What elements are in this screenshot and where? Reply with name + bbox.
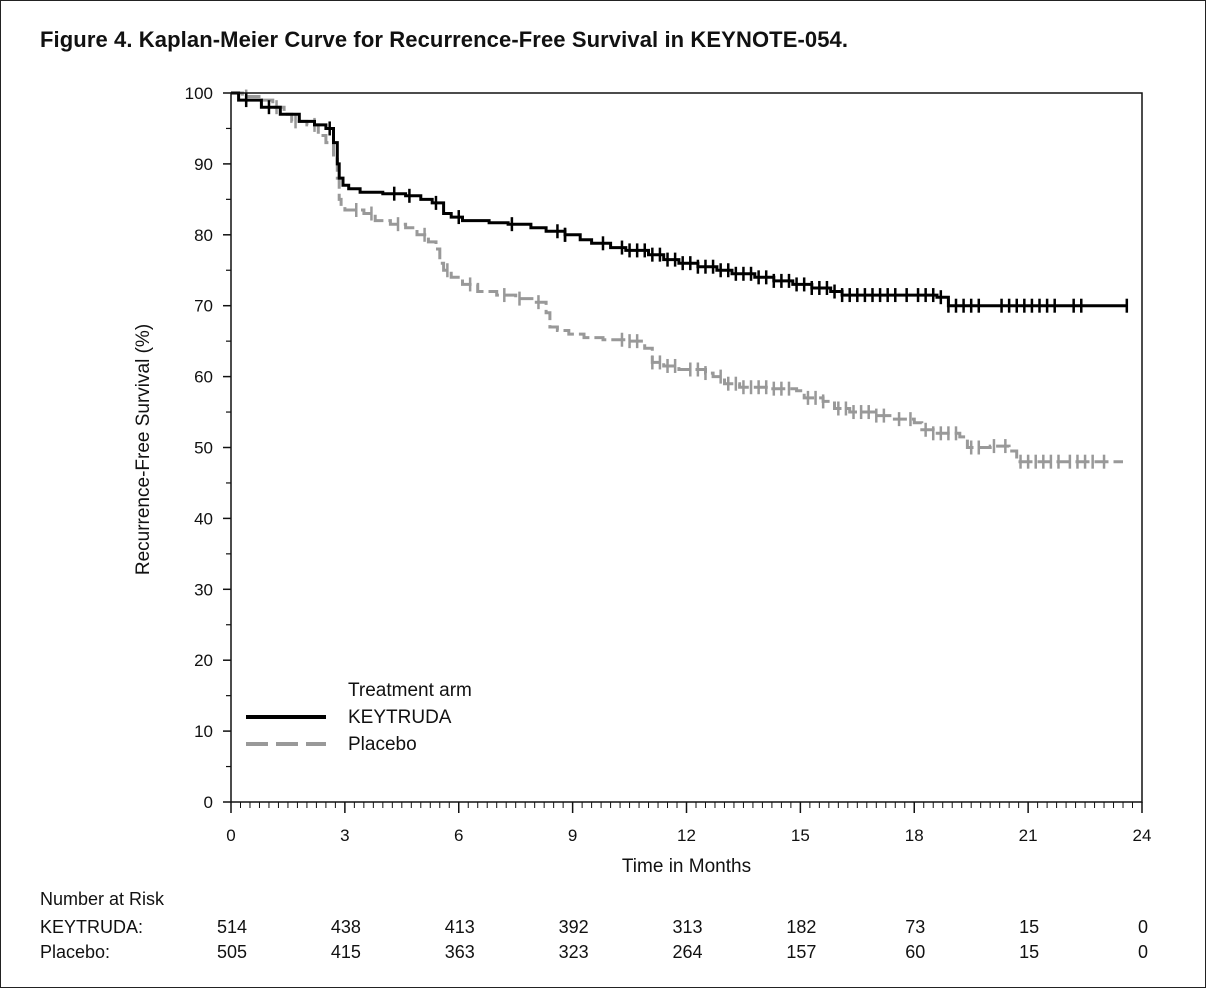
figure-title: Figure 4. Kaplan-Meier Curve for Recurre…: [40, 27, 849, 52]
legend: Treatment arm KEYTRUDA Placebo: [246, 680, 472, 755]
y-tick-label-4: 40: [194, 509, 213, 528]
risk-value-placebo-0: 505: [217, 942, 247, 962]
x-tick-label-8: 24: [1133, 826, 1152, 845]
y-tick-label-2: 20: [194, 651, 213, 670]
y-tick-label-5: 50: [194, 439, 213, 458]
risk-value-keytruda-4: 313: [672, 917, 702, 937]
risk-value-placebo-8: 0: [1138, 942, 1148, 962]
number-at-risk-table: Number at Risk KEYTRUDA: Placebo: 514 438…: [40, 889, 1148, 962]
y-tick-label-10: 100: [185, 84, 213, 103]
y-axis-title: Recurrence-Free Survival (%): [133, 324, 154, 575]
y-tick-label-3: 30: [194, 580, 213, 599]
survival-curves: [231, 89, 1129, 469]
legend-label-placebo: Placebo: [348, 734, 417, 755]
risk-value-placebo-3: 323: [559, 942, 589, 962]
risk-value-placebo-7: 15: [1019, 942, 1039, 962]
x-axis-title: Time in Months: [622, 856, 751, 877]
x-tick-label-6: 18: [905, 826, 924, 845]
risk-value-placebo-1: 415: [331, 942, 361, 962]
x-tick-label-0: 0: [226, 826, 235, 845]
series-line-placebo: [231, 91, 1123, 464]
x-tick-label-2: 6: [454, 826, 463, 845]
x-tick-label-1: 3: [340, 826, 349, 845]
axes: 0 10 20 30 40 50 60 70 80 90 100 0 3 6 9 12 15 18 21 24 Time…: [133, 84, 1151, 877]
risk-value-keytruda-3: 392: [559, 917, 589, 937]
risk-value-keytruda-8: 0: [1138, 917, 1148, 937]
risk-row-label-placebo: Placebo:: [40, 942, 110, 962]
risk-value-placebo-2: 363: [445, 942, 475, 962]
risk-value-placebo-4: 264: [672, 942, 702, 962]
risk-heading: Number at Risk: [40, 889, 165, 909]
risk-value-keytruda-0: 514: [217, 917, 247, 937]
x-tick-label-7: 21: [1019, 826, 1038, 845]
y-tick-label-7: 70: [194, 297, 213, 316]
risk-value-keytruda-6: 73: [905, 917, 925, 937]
risk-value-keytruda-7: 15: [1019, 917, 1039, 937]
legend-title: Treatment arm: [348, 680, 472, 701]
y-tick-label-1: 10: [194, 722, 213, 741]
risk-value-keytruda-5: 182: [786, 917, 816, 937]
y-tick-label-9: 90: [194, 155, 213, 174]
legend-label-keytruda: KEYTRUDA: [348, 707, 452, 728]
x-tick-label-3: 9: [568, 826, 577, 845]
series-line-keytruda: [231, 91, 1127, 308]
risk-row-label-keytruda: KEYTRUDA:: [40, 917, 143, 937]
risk-value-placebo-6: 60: [905, 942, 925, 962]
x-tick-label-5: 15: [791, 826, 810, 845]
x-tick-label-4: 12: [677, 826, 696, 845]
y-tick-label-8: 80: [194, 226, 213, 245]
risk-value-placebo-5: 157: [786, 942, 816, 962]
y-tick-label-0: 0: [204, 793, 213, 812]
risk-value-keytruda-2: 413: [445, 917, 475, 937]
y-tick-label-6: 60: [194, 368, 213, 387]
risk-value-keytruda-1: 438: [331, 917, 361, 937]
